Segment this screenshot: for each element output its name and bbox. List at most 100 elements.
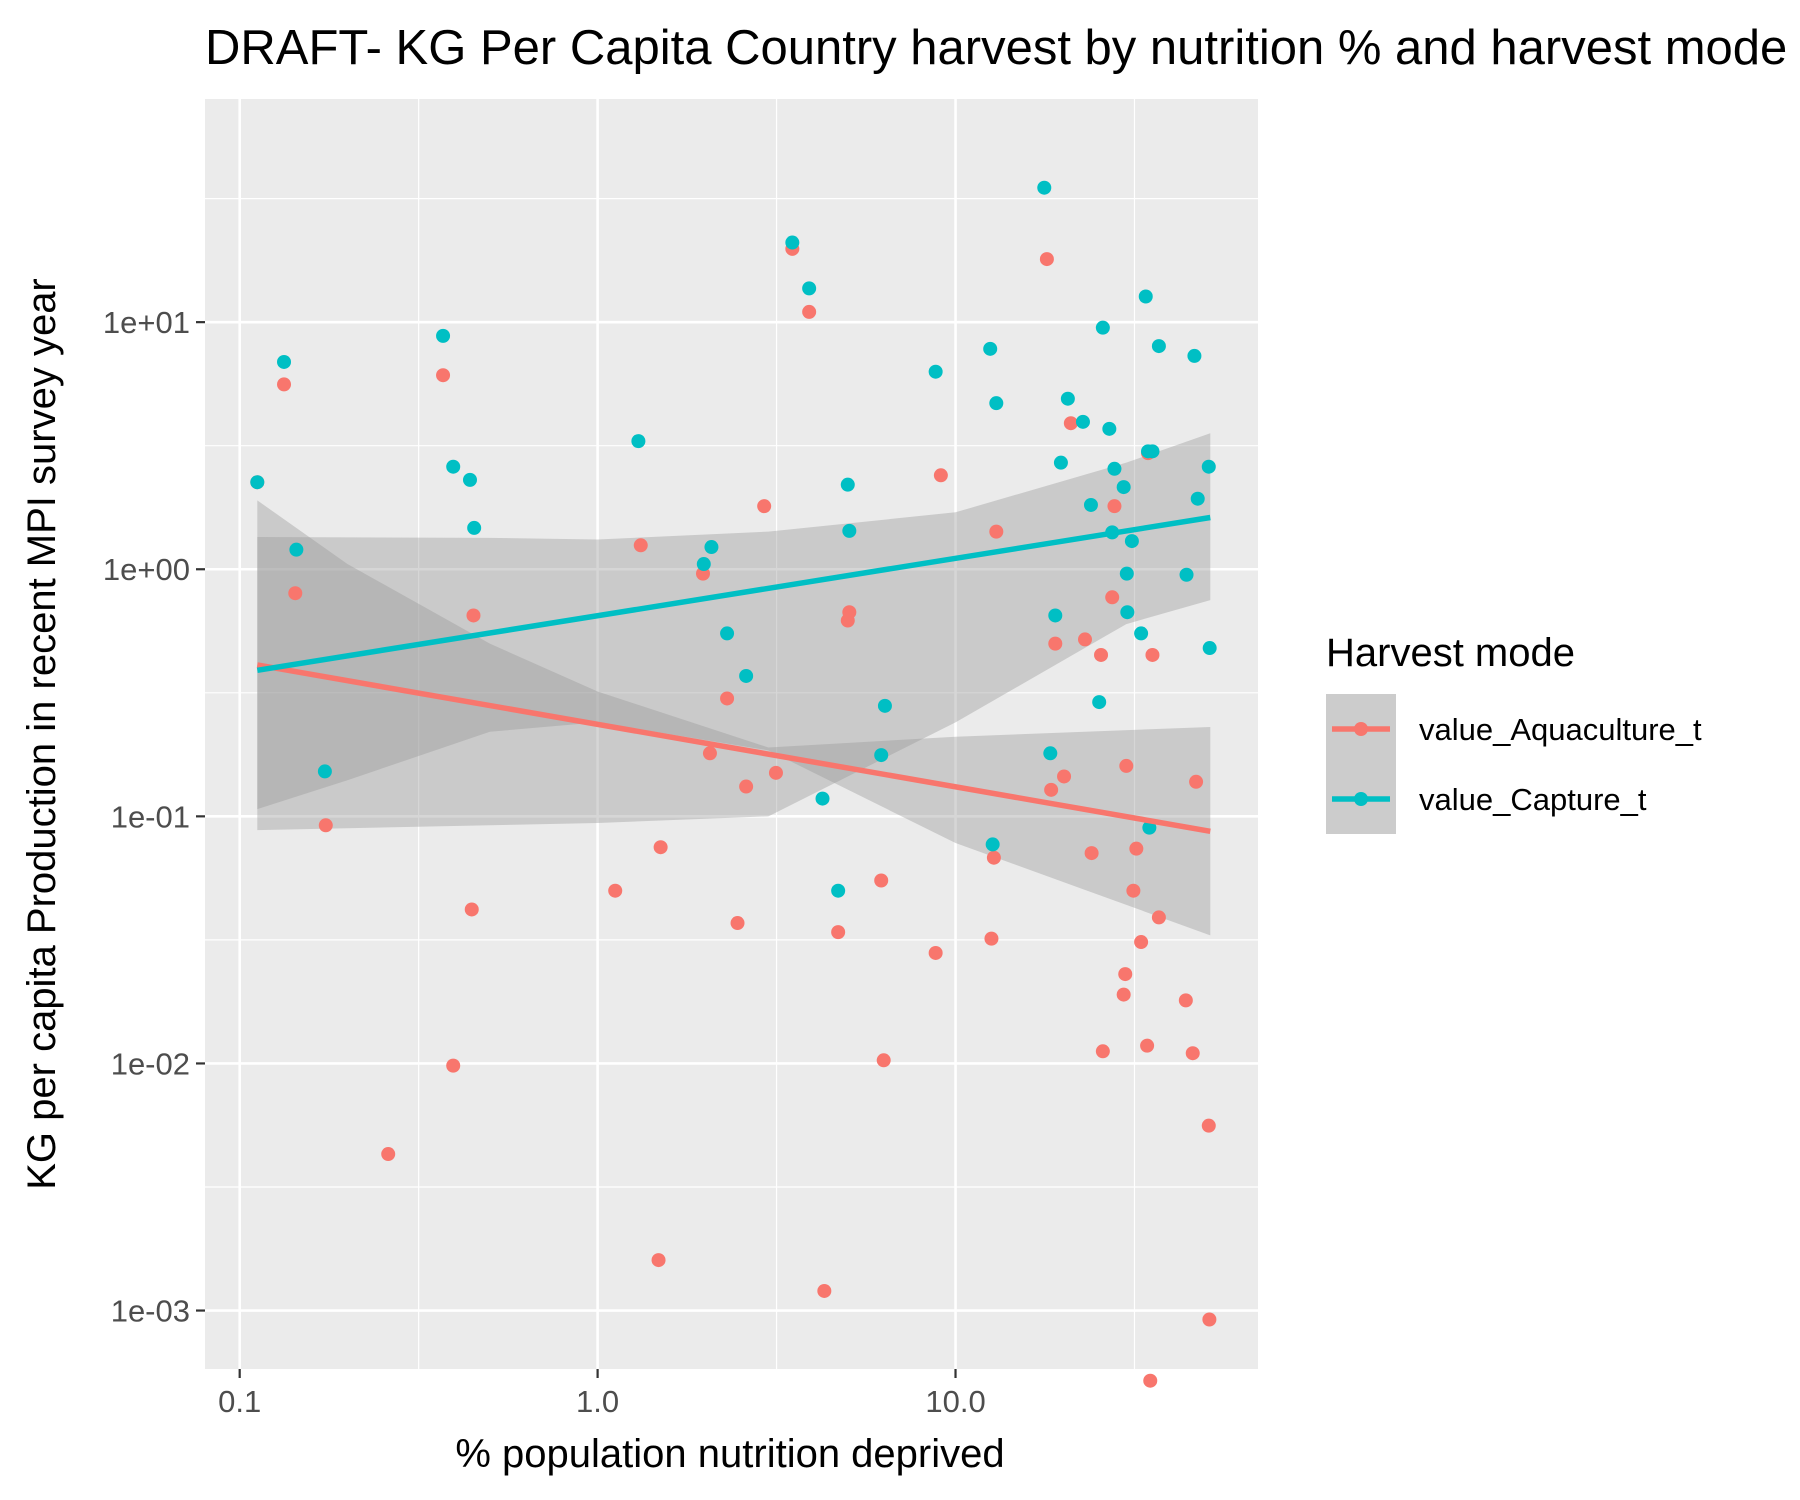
data-point [720, 626, 735, 641]
data-point [1119, 758, 1134, 773]
data-point [446, 459, 461, 474]
data-point [250, 475, 265, 490]
data-point [1145, 647, 1160, 662]
data-point [1189, 774, 1204, 789]
data-point [1116, 987, 1131, 1002]
legend-keys: value_Aquaculture_t value_Capture_t [1326, 694, 1702, 834]
data-point [1102, 421, 1117, 436]
confidence-band [257, 500, 1211, 936]
legend: Harvest mode value_Aquaculture_t value_Ca… [1326, 631, 1702, 834]
data-point [877, 698, 892, 713]
data-point [802, 304, 817, 319]
data-point [277, 377, 292, 392]
y-tick-label: 1e+01 [103, 305, 190, 340]
data-point [467, 520, 482, 535]
data-point [1094, 647, 1109, 662]
chart-title: DRAFT- KG Per Capita Country harvest by … [205, 21, 1787, 75]
data-point [1118, 967, 1133, 982]
data-point [651, 1253, 666, 1268]
data-point [1107, 461, 1122, 476]
data-point [802, 281, 817, 296]
data-point [831, 883, 846, 898]
data-point [1119, 566, 1134, 581]
data-point [608, 883, 623, 898]
data-point [633, 538, 648, 553]
data-point [1140, 1038, 1155, 1053]
data-point [1039, 252, 1054, 267]
data-point [984, 931, 999, 946]
data-point [436, 328, 451, 343]
data-point [702, 746, 717, 761]
data-point [1060, 391, 1075, 406]
x-axis-title: % population nutrition deprived [455, 1432, 1004, 1476]
data-point [831, 925, 846, 940]
data-point [288, 586, 303, 601]
smooth-line [256, 514, 1211, 674]
data-point [933, 468, 948, 483]
axis-ticks: 0.1 1.0 10.0 1e-03 1e-02 1e-01 1e+00 1e+01 [103, 305, 986, 1419]
x-tick-label: 10.0 [925, 1384, 985, 1419]
data-point [876, 1053, 891, 1068]
data-point [840, 477, 855, 492]
smooth-line [256, 662, 1211, 835]
data-point [1138, 289, 1153, 304]
data-point [989, 524, 1004, 539]
data-point [874, 873, 889, 888]
data-point [436, 368, 451, 383]
data-point [1178, 993, 1193, 1008]
y-axis-title: KG per capita Production in recent MPI s… [20, 278, 64, 1190]
data-point [739, 779, 754, 794]
data-point [1057, 769, 1072, 784]
data-point [1095, 320, 1110, 335]
data-point [289, 542, 304, 557]
y-tick-label: 1e-02 [111, 1046, 190, 1081]
data-point [1134, 935, 1149, 950]
legend-label: value_Aquaculture_t [1419, 712, 1702, 747]
plot-panel [205, 99, 1258, 1369]
data-point [1142, 820, 1157, 835]
data-point [1151, 339, 1166, 354]
data-point [696, 557, 711, 572]
x-tick-label: 1.0 [576, 1384, 619, 1419]
data-point [785, 235, 800, 250]
y-tick-label: 1e-01 [111, 799, 190, 834]
data-point [1116, 480, 1131, 495]
data-point [631, 434, 646, 449]
data-point [1043, 746, 1058, 761]
data-point [1083, 497, 1098, 512]
data-point [1134, 626, 1149, 641]
legend-key-point [1354, 792, 1368, 806]
data-point [317, 764, 332, 779]
data-point [1048, 608, 1063, 623]
data-point [986, 850, 1001, 865]
data-point [1202, 1312, 1217, 1327]
data-point [720, 691, 735, 706]
data-point [1105, 590, 1120, 605]
data-point [1120, 605, 1135, 620]
legend-key-point [1354, 722, 1368, 736]
data-point [1075, 414, 1090, 429]
smooth-lines [256, 514, 1211, 835]
data-point [1201, 1118, 1216, 1133]
data-point [928, 364, 943, 379]
data-point [815, 791, 830, 806]
data-point [1151, 910, 1166, 925]
data-point [1145, 444, 1160, 459]
y-tick-label: 1e+00 [103, 552, 190, 587]
data-point [1063, 416, 1078, 431]
data-point [1187, 348, 1202, 363]
grid-layer [205, 99, 1258, 1369]
data-point [985, 837, 1000, 852]
data-point [757, 499, 772, 514]
data-point [989, 396, 1004, 411]
data-point [928, 945, 943, 960]
data-point [739, 668, 754, 683]
data-point [1190, 491, 1205, 506]
data-point [1107, 499, 1122, 514]
data-point [277, 354, 292, 369]
data-point [1201, 459, 1216, 474]
data-point [653, 840, 668, 855]
data-point [874, 748, 889, 763]
data-point [1124, 534, 1139, 549]
